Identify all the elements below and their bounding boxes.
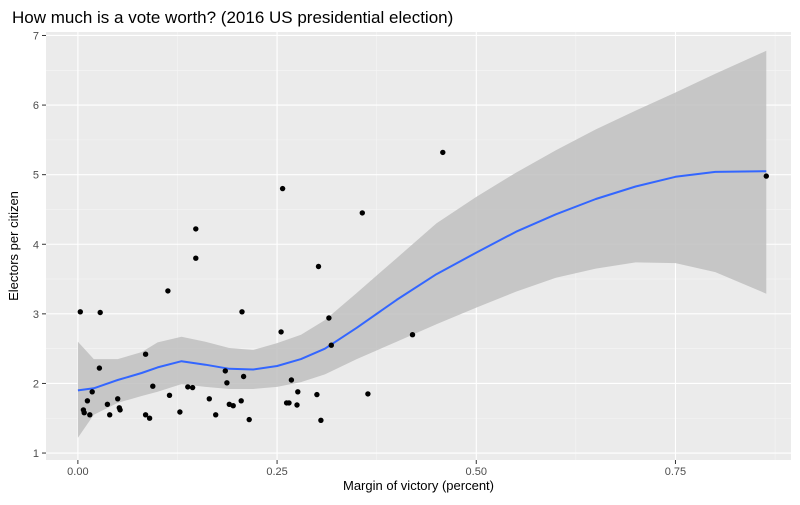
data-point — [77, 309, 84, 315]
data-point — [142, 351, 149, 357]
x-tick-label: 0.75 — [665, 466, 686, 478]
y-tick-label: 1 — [33, 448, 39, 460]
data-point — [240, 373, 247, 380]
data-point — [365, 391, 371, 397]
x-axis: 0.00 0.25 0.50 0.75 — [67, 460, 686, 478]
data-point — [193, 255, 199, 261]
data-point — [279, 185, 286, 192]
x-tick-label: 0.25 — [266, 466, 287, 478]
x-tick-label: 0.50 — [466, 466, 487, 478]
data-point — [230, 403, 236, 409]
data-point — [87, 412, 93, 418]
data-point — [81, 410, 87, 416]
confidence-band — [77, 50, 767, 438]
data-point — [314, 391, 320, 398]
y-tick-label: 5 — [33, 170, 39, 182]
data-point — [278, 329, 284, 335]
x-axis-title: Margin of victory (percent) — [343, 478, 494, 493]
data-point — [96, 365, 103, 371]
data-point — [189, 384, 196, 391]
data-point — [177, 409, 183, 415]
data-point — [115, 396, 121, 402]
data-point — [286, 400, 292, 406]
data-point — [146, 415, 153, 421]
data-point — [224, 380, 230, 386]
data-point — [763, 173, 769, 179]
data-point — [440, 149, 446, 156]
smooth-line-layer — [77, 170, 767, 392]
data-point — [359, 210, 365, 216]
data-point — [97, 309, 103, 316]
data-point — [326, 315, 332, 321]
data-point — [294, 402, 300, 408]
data-points — [77, 149, 769, 423]
y-axis: 1 2 3 4 5 6 7 — [33, 30, 46, 460]
y-tick-label: 4 — [33, 239, 39, 251]
y-tick-label: 3 — [33, 309, 39, 321]
data-point — [84, 398, 91, 404]
data-point — [295, 389, 301, 395]
data-point — [318, 417, 324, 423]
data-point — [222, 368, 228, 374]
data-point — [165, 288, 171, 294]
data-point — [409, 332, 416, 338]
confidence-band-layer — [77, 50, 767, 438]
y-tick-label: 6 — [33, 100, 39, 112]
data-point — [193, 226, 199, 232]
y-tick-label: 7 — [33, 30, 39, 42]
data-point — [185, 384, 191, 390]
data-point — [166, 392, 173, 398]
data-point — [213, 412, 219, 418]
data-point — [104, 401, 111, 407]
data-point — [328, 342, 334, 348]
y-tick-label: 2 — [33, 378, 39, 390]
chart-title: How much is a vote worth? (2016 US presi… — [12, 8, 453, 27]
data-point — [107, 412, 113, 418]
data-point — [238, 398, 244, 404]
y-axis-title: Electors per citizen — [6, 191, 21, 301]
x-tick-label: 0.00 — [67, 466, 88, 478]
data-point — [288, 377, 295, 383]
data-point — [89, 389, 95, 395]
data-point — [150, 383, 156, 389]
data-point — [117, 407, 123, 413]
data-point — [239, 309, 245, 315]
data-point — [315, 263, 322, 270]
data-point — [206, 396, 212, 402]
smooth-trend-line — [77, 170, 767, 392]
data-point — [246, 416, 252, 423]
data-point — [142, 412, 149, 418]
